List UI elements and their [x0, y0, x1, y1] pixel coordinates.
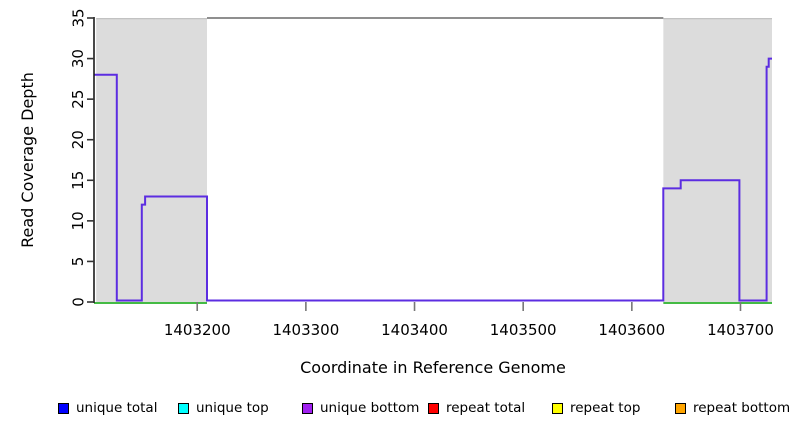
- repeat-region-left: [96, 18, 207, 302]
- legend-label: repeat total: [446, 400, 526, 416]
- legend-item-repeat-total: repeat total: [428, 400, 525, 416]
- y-tick-label: 5: [69, 257, 87, 267]
- x-tick-label: 1403600: [598, 321, 665, 339]
- legend-label: repeat top: [570, 400, 641, 416]
- x-tick-label: 1403500: [490, 321, 557, 339]
- y-tick-label: 10: [69, 211, 87, 230]
- legend-item-repeat-bottom: repeat bottom: [675, 400, 790, 416]
- y-tick-label: 35: [69, 8, 87, 27]
- unique-bottom-coverage: [94, 57, 772, 302]
- unique-total-swatch-icon: [58, 402, 69, 414]
- legend-label: repeat bottom: [693, 400, 791, 416]
- y-tick-label: 20: [69, 130, 87, 149]
- x-tick-label: 1403700: [707, 321, 774, 339]
- legend-label: unique bottom: [320, 400, 420, 416]
- y-tick-label: 15: [69, 171, 87, 190]
- repeat-bottom-swatch-icon: [675, 402, 686, 414]
- legend-label: unique top: [196, 400, 269, 416]
- x-tick-label: 1403200: [164, 321, 231, 339]
- y-tick-label: 25: [69, 90, 87, 109]
- unique-top-swatch-icon: [178, 402, 189, 414]
- y-tick-label: 30: [69, 49, 87, 68]
- legend-label: unique total: [76, 400, 158, 416]
- y-tick-label: 0: [69, 297, 87, 307]
- x-tick-label: 1403400: [381, 321, 448, 339]
- plot-area: 0 5 10 15 20 25 30 35 1403200 1403300 1403400 14035…: [69, 8, 774, 339]
- repeat-total-swatch-icon: [428, 402, 439, 414]
- legend-item-unique-top: unique top: [178, 400, 269, 416]
- y-axis-title: Read Coverage Depth: [18, 72, 37, 248]
- legend-item-unique-bottom: unique bottom: [302, 400, 419, 416]
- unique-bottom-swatch-icon: [302, 402, 313, 414]
- repeat-top-swatch-icon: [552, 402, 563, 414]
- repeat-region-right: [663, 18, 772, 302]
- x-axis-title: Coordinate in Reference Genome: [300, 358, 566, 377]
- x-tick-label: 1403300: [272, 321, 339, 339]
- legend-item-unique-total: unique total: [58, 400, 157, 416]
- legend-item-repeat-top: repeat top: [552, 400, 640, 416]
